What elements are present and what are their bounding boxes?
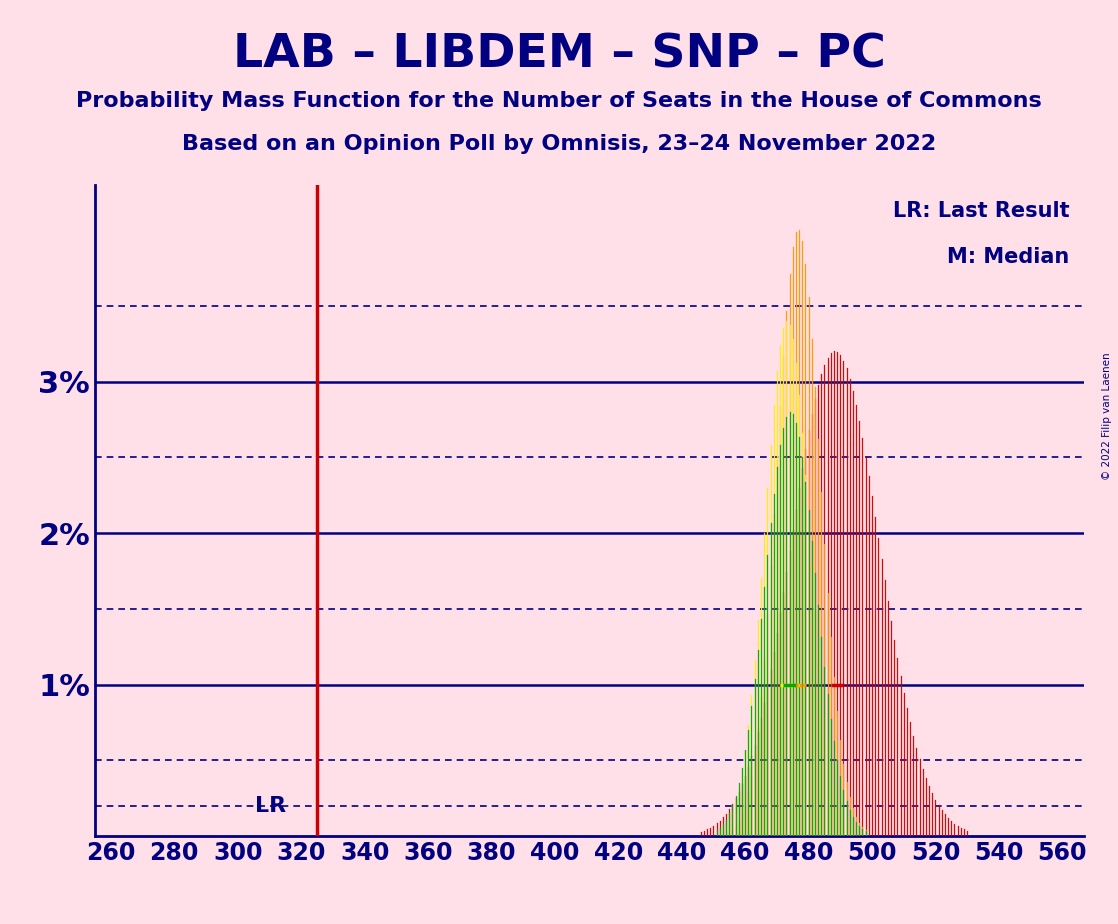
Text: © 2022 Filip van Laenen: © 2022 Filip van Laenen (1102, 352, 1111, 480)
Text: Based on an Opinion Poll by Omnisis, 23–24 November 2022: Based on an Opinion Poll by Omnisis, 23–… (182, 134, 936, 154)
Text: Probability Mass Function for the Number of Seats in the House of Commons: Probability Mass Function for the Number… (76, 91, 1042, 111)
Text: LAB – LIBDEM – SNP – PC: LAB – LIBDEM – SNP – PC (233, 32, 885, 78)
Text: LR: Last Result: LR: Last Result (893, 201, 1070, 221)
Text: LR: LR (255, 796, 285, 816)
Text: M: Median: M: Median (947, 247, 1070, 267)
